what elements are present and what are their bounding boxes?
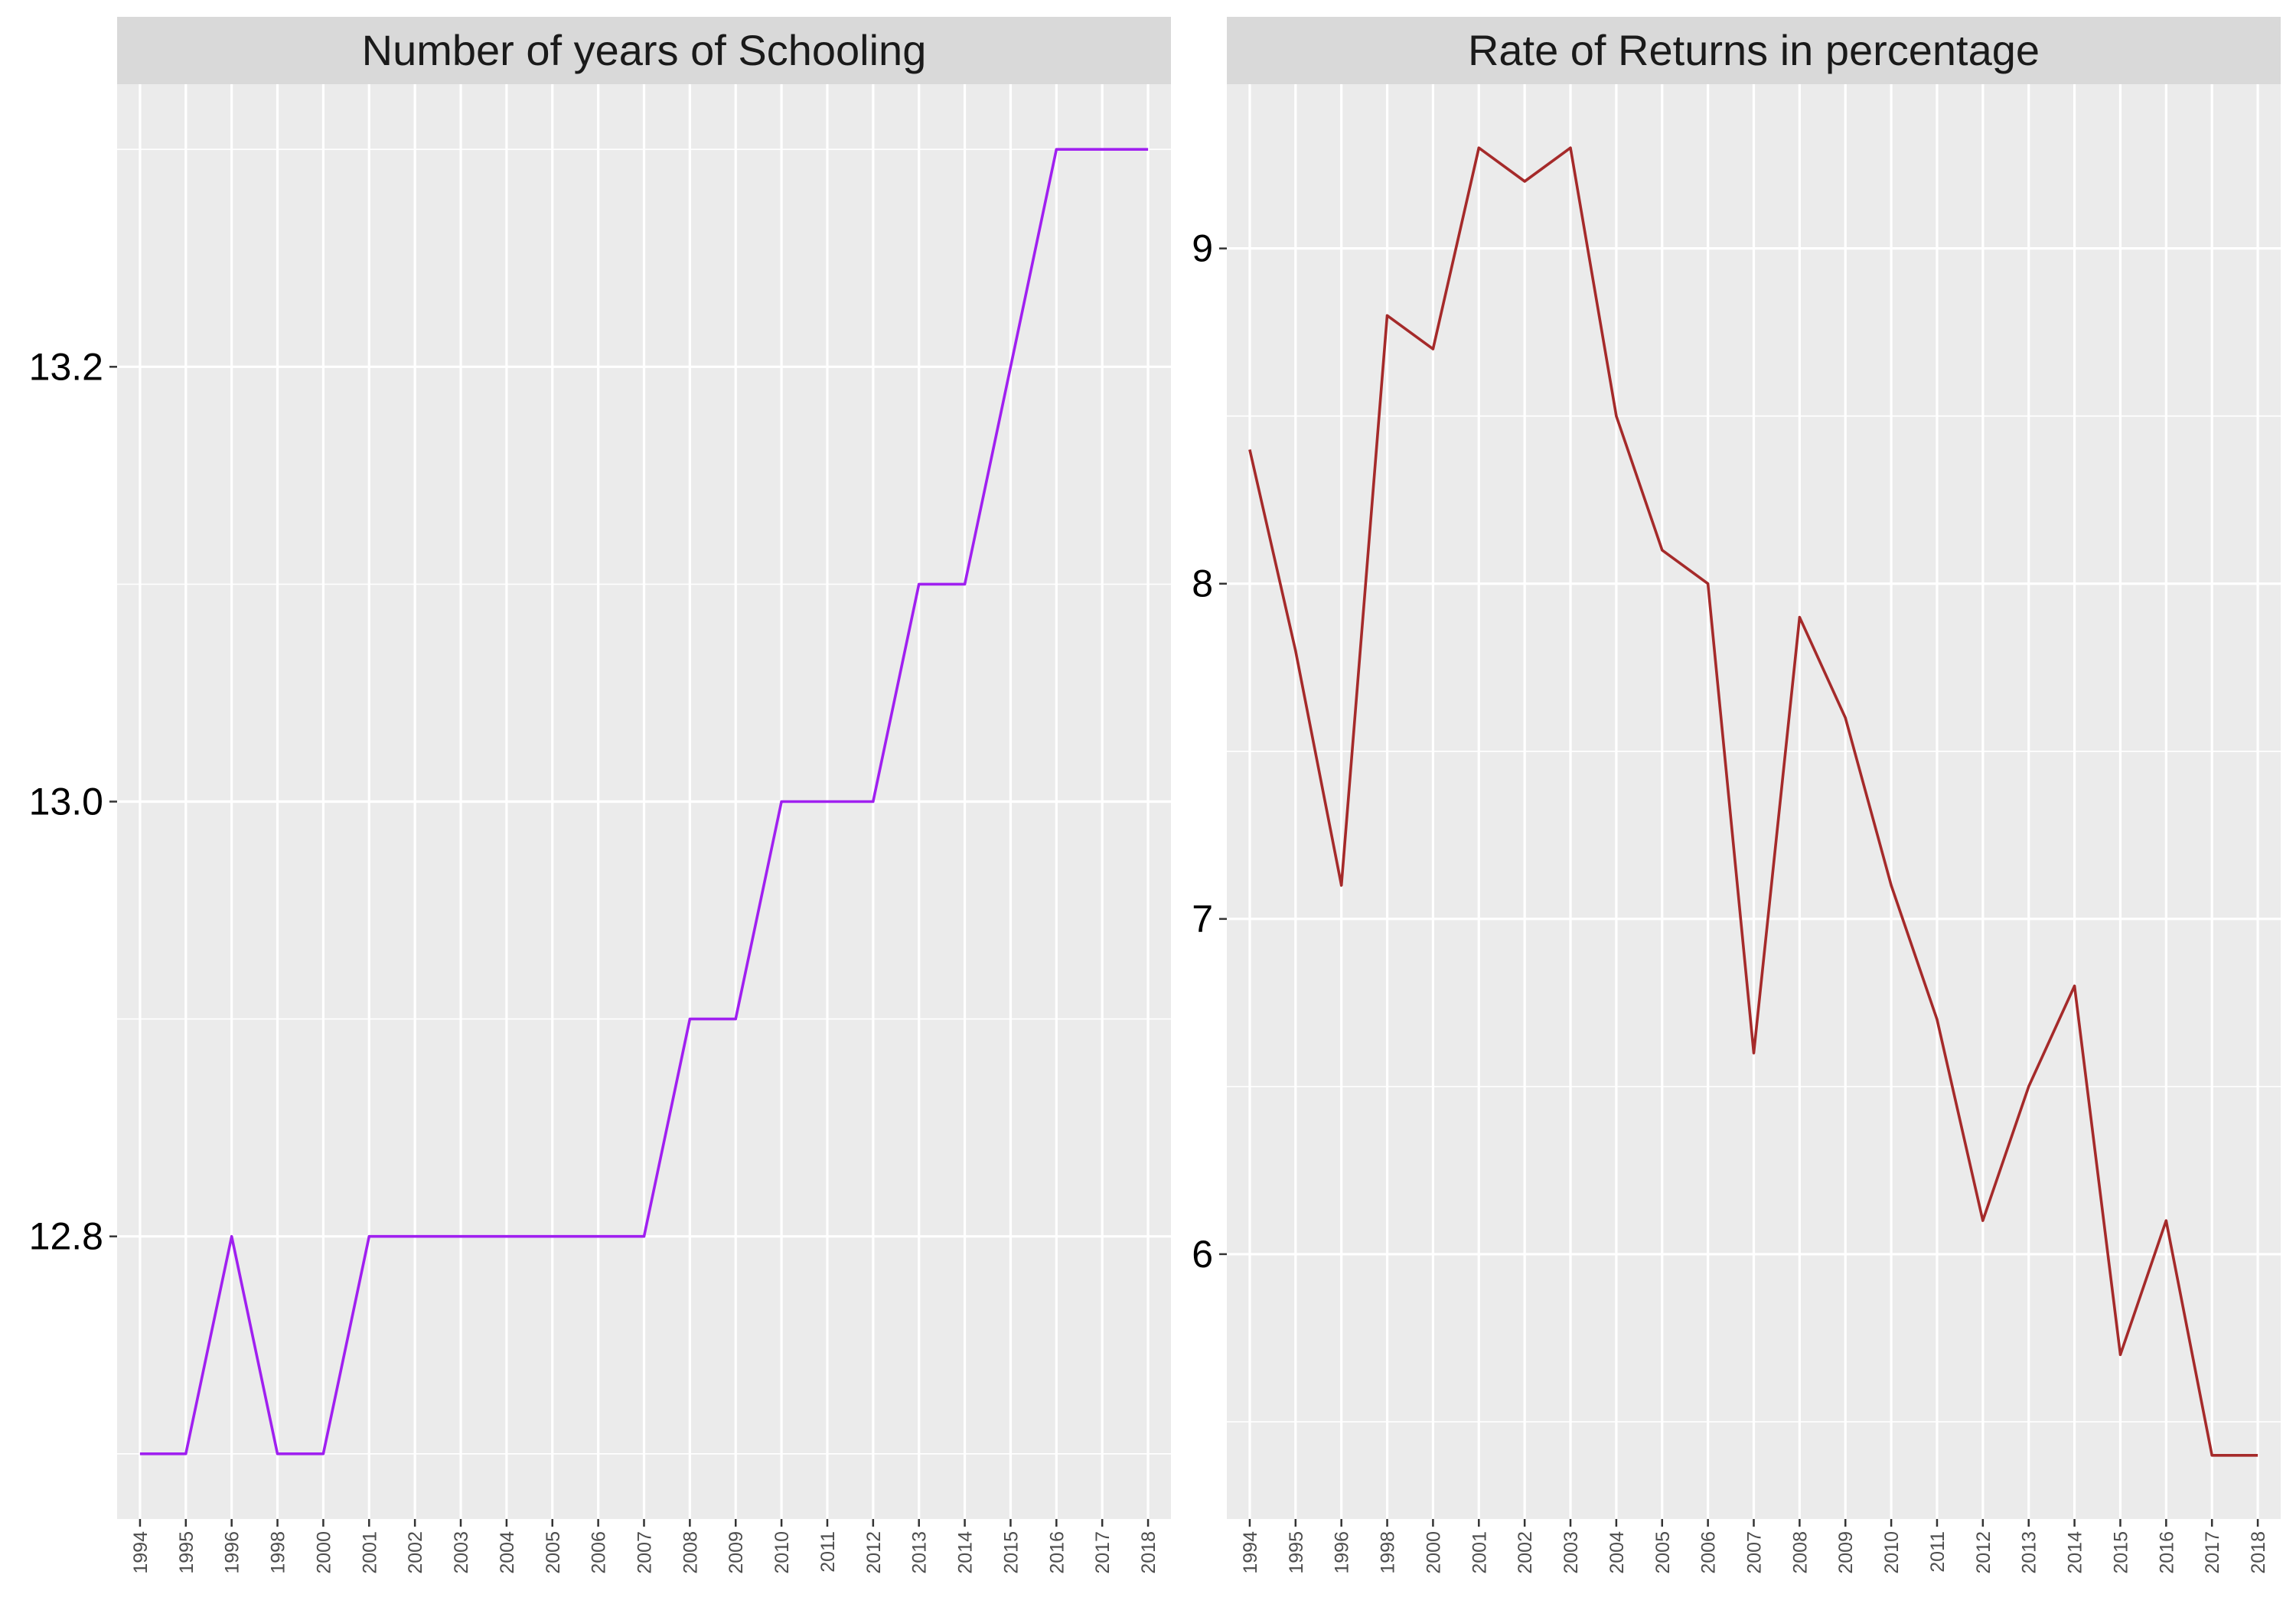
x-tick-label: 2008	[1789, 1531, 1811, 1574]
y-tick-label: 8	[1192, 562, 1213, 605]
x-tick-label: 2012	[863, 1531, 885, 1574]
x-tick-label: 1995	[176, 1531, 197, 1574]
y-tick-label: 7	[1192, 898, 1213, 940]
y-tick-label: 9	[1192, 227, 1213, 270]
x-tick-label: 2008	[680, 1531, 701, 1574]
x-tick-label: 2015	[2110, 1531, 2131, 1574]
x-tick-label: 2010	[1881, 1531, 1903, 1574]
x-tick-label: 2014	[2065, 1531, 2086, 1574]
panel-title: Rate of Returns in percentage	[1468, 26, 2040, 74]
x-tick-label: 2000	[313, 1531, 334, 1574]
series-line-1	[139, 148, 1149, 1455]
x-tick-label: 1998	[268, 1531, 289, 1574]
x-tick-label: 2002	[405, 1531, 426, 1574]
x-tick-label: 2007	[634, 1531, 656, 1574]
x-tick-label: 1994	[130, 1531, 152, 1574]
x-tick-label: 2013	[909, 1531, 931, 1574]
x-tick-label: 1998	[1378, 1531, 1399, 1574]
x-tick-label: 2009	[1835, 1531, 1857, 1574]
panel-2: Rate of Returns in percentage 6 7 8 9 1994 199…	[1192, 17, 2281, 1574]
x-tick-label: 2005	[1652, 1531, 1674, 1574]
x-tick-label: 2012	[1973, 1531, 1994, 1574]
x-tick-label: 1994	[1240, 1531, 1261, 1574]
y-tick-label: 13.2	[29, 345, 103, 388]
y-tick-label: 12.8	[29, 1215, 103, 1258]
x-tick-label: 2010	[771, 1531, 793, 1574]
panel-title: Number of years of Schooling	[362, 26, 927, 74]
x-tick-label: 2017	[2202, 1531, 2223, 1574]
x-tick-label: 2003	[1561, 1531, 1582, 1574]
x-tick-label: 2002	[1515, 1531, 1536, 1574]
strip-header	[117, 17, 1171, 84]
x-tick-label: 1995	[1286, 1531, 1307, 1574]
x-tick-label: 2018	[1138, 1531, 1159, 1574]
x-tick-label: 2003	[451, 1531, 472, 1574]
x-tick-label: 2015	[1000, 1531, 1022, 1574]
x-tick-label: 2006	[589, 1531, 610, 1574]
x-tick-label: 2004	[1606, 1531, 1628, 1574]
x-tick-label: 2006	[1698, 1531, 1720, 1574]
x-tick-label: 2000	[1423, 1531, 1444, 1574]
x-tick-label: 2016	[2156, 1531, 2177, 1574]
strip-header	[1227, 17, 2281, 84]
x-tick-label: 2018	[2248, 1531, 2269, 1574]
y-tick-label: 6	[1192, 1233, 1213, 1276]
x-tick-label: 2014	[955, 1531, 977, 1574]
x-tick-label: 2001	[359, 1531, 380, 1574]
x-tick-label: 2005	[543, 1531, 564, 1574]
y-tick-label: 13.0	[29, 781, 103, 823]
x-tick-label: 2011	[1927, 1531, 1949, 1573]
x-tick-label: 1996	[222, 1531, 243, 1574]
x-tick-label: 1996	[1332, 1531, 1353, 1574]
panel-1: Number of years of Schooling 12.8 13.0 13.2…	[29, 17, 1171, 1574]
x-tick-label: 2013	[2019, 1531, 2040, 1574]
x-tick-label: 2017	[1092, 1531, 1114, 1574]
x-tick-label: 2004	[497, 1531, 518, 1574]
x-tick-label: 2001	[1469, 1531, 1490, 1574]
x-tick-label: 2009	[726, 1531, 747, 1574]
x-tick-label: 2016	[1046, 1531, 1068, 1574]
x-tick-label: 2007	[1744, 1531, 1766, 1574]
x-tick-label: 2011	[817, 1531, 839, 1573]
series-line-1	[1248, 146, 2258, 1457]
